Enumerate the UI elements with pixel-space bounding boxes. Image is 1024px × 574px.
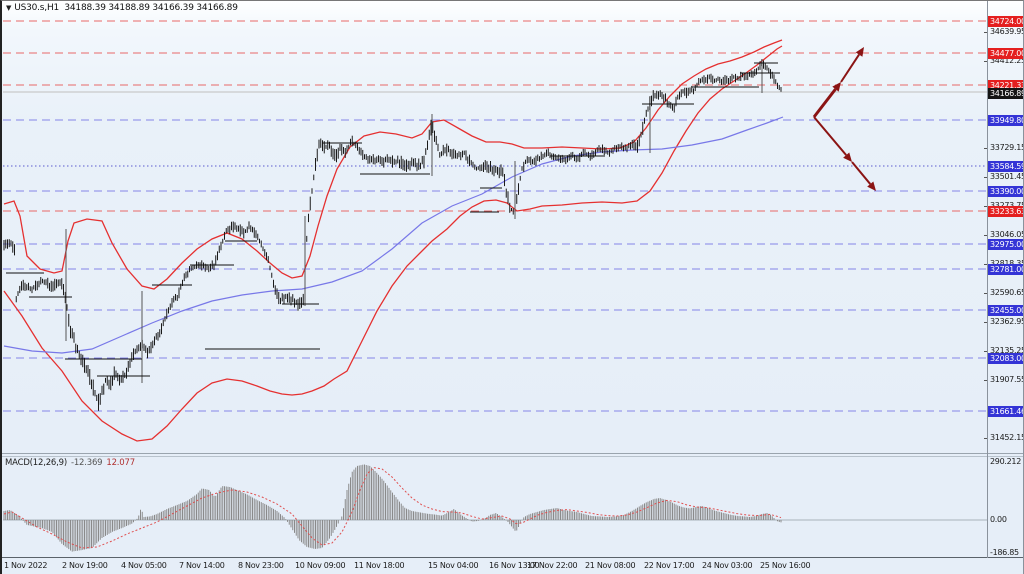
- price-level-label-red: 34477.00: [988, 47, 1024, 59]
- ohlc-values-label: 34188.39 34188.89 34166.39 34166.89: [64, 3, 238, 13]
- price-level-label-blue: 32781.00: [988, 263, 1024, 275]
- time-axis-label: 22 Nov 17:00: [644, 561, 695, 570]
- time-axis-label: 24 Nov 03:00: [702, 561, 753, 570]
- time-axis-label: 8 Nov 23:00: [238, 561, 284, 570]
- macd-axis-label: 290.212: [990, 457, 1021, 466]
- price-axis-label: 32362.95: [990, 317, 1024, 326]
- chart-symbol-title: ▼ US30.s,H1 34188.39 34188.89 34166.39 34…: [6, 3, 238, 13]
- projection-arrows[interactable]: [812, 47, 876, 191]
- time-axis-label: 2 Nov 19:00: [62, 561, 108, 570]
- price-axis-tick: [984, 177, 987, 178]
- macd-indicator-label: MACD(12,26,9) -12.369 12.077: [5, 458, 135, 468]
- price-axis-tick: [984, 293, 987, 294]
- macd-axis-label: 0.00: [990, 515, 1007, 524]
- price-level-label-red: 34724.00: [988, 15, 1024, 27]
- price-axis-tick: [984, 351, 987, 352]
- price-level-label-blue: 32975.00: [988, 238, 1024, 250]
- price-level-label-red: 33233.63: [988, 205, 1024, 217]
- price-level-label-blue: 31661.46: [988, 405, 1024, 417]
- price-axis-tick: [984, 438, 987, 439]
- time-axis-label: 15 Nov 04:00: [428, 561, 479, 570]
- price-axis-label: 32135.25: [990, 346, 1024, 355]
- panel-frame-layer: [2, 1, 1023, 558]
- macd-layer: [3, 464, 987, 552]
- price-axis-label: 33501.45: [990, 172, 1024, 181]
- price-axis-tick: [984, 32, 987, 33]
- price-axis-tick: [984, 148, 987, 149]
- price-axis-tick: [984, 206, 987, 207]
- symbol-timeframe-label: US30.s,H1: [14, 3, 60, 13]
- price-axis-tick: [984, 235, 987, 236]
- event-wicks-layer: [65, 59, 763, 383]
- current-price-label: 34166.89: [988, 87, 1024, 99]
- price-axis-label: 34412.25: [990, 56, 1024, 65]
- price-axis-tick: [984, 264, 987, 265]
- price-axis-label: 33046.05: [990, 230, 1024, 239]
- macd-main-value: -12.369: [70, 458, 103, 468]
- time-axis-label: 17 Nov 22:00: [527, 561, 578, 570]
- macd-name-label: MACD(12,26,9): [5, 458, 67, 468]
- time-axis-label: 1 Nov 2022: [4, 561, 48, 570]
- price-axis-label: 33729.15: [990, 143, 1024, 152]
- time-axis-label: 11 Nov 18:00: [354, 561, 405, 570]
- macd-signal-value: 12.077: [106, 458, 135, 468]
- time-axis-label: 7 Nov 14:00: [179, 561, 225, 570]
- price-level-label-blue: 32083.00: [988, 352, 1024, 364]
- price-axis-label: 32590.65: [990, 288, 1024, 297]
- price-level-label-red: 34221.33: [988, 79, 1024, 91]
- level-lines-layer: [3, 20, 987, 412]
- structure-segments-layer: [6, 62, 780, 377]
- price-axis-tick: [984, 61, 987, 62]
- price-axis-label: 31907.55: [990, 375, 1024, 384]
- time-axis-label: 21 Nov 08:00: [585, 561, 636, 570]
- price-level-label-blue: 32455.00: [988, 304, 1024, 316]
- price-level-label-blue: 33949.80: [988, 114, 1024, 126]
- price-axis-label: 31452.15: [990, 433, 1024, 442]
- macd-axis-label: -186.85: [990, 548, 1019, 557]
- price-level-label-blue: 33390.00: [988, 185, 1024, 197]
- time-axis-label: 10 Nov 09:00: [295, 561, 346, 570]
- price-axis-label: 34639.95: [990, 27, 1024, 36]
- price-level-label-dot: 33584.59: [988, 160, 1024, 172]
- time-axis-label: 25 Nov 16:00: [760, 561, 811, 570]
- collapse-triangle-icon[interactable]: ▼: [6, 4, 12, 12]
- price-axis-tick: [984, 380, 987, 381]
- time-axis-label: 16 Nov 13:00: [489, 561, 540, 570]
- price-axis-tick: [984, 322, 987, 323]
- time-axis-label: 4 Nov 05:00: [121, 561, 167, 570]
